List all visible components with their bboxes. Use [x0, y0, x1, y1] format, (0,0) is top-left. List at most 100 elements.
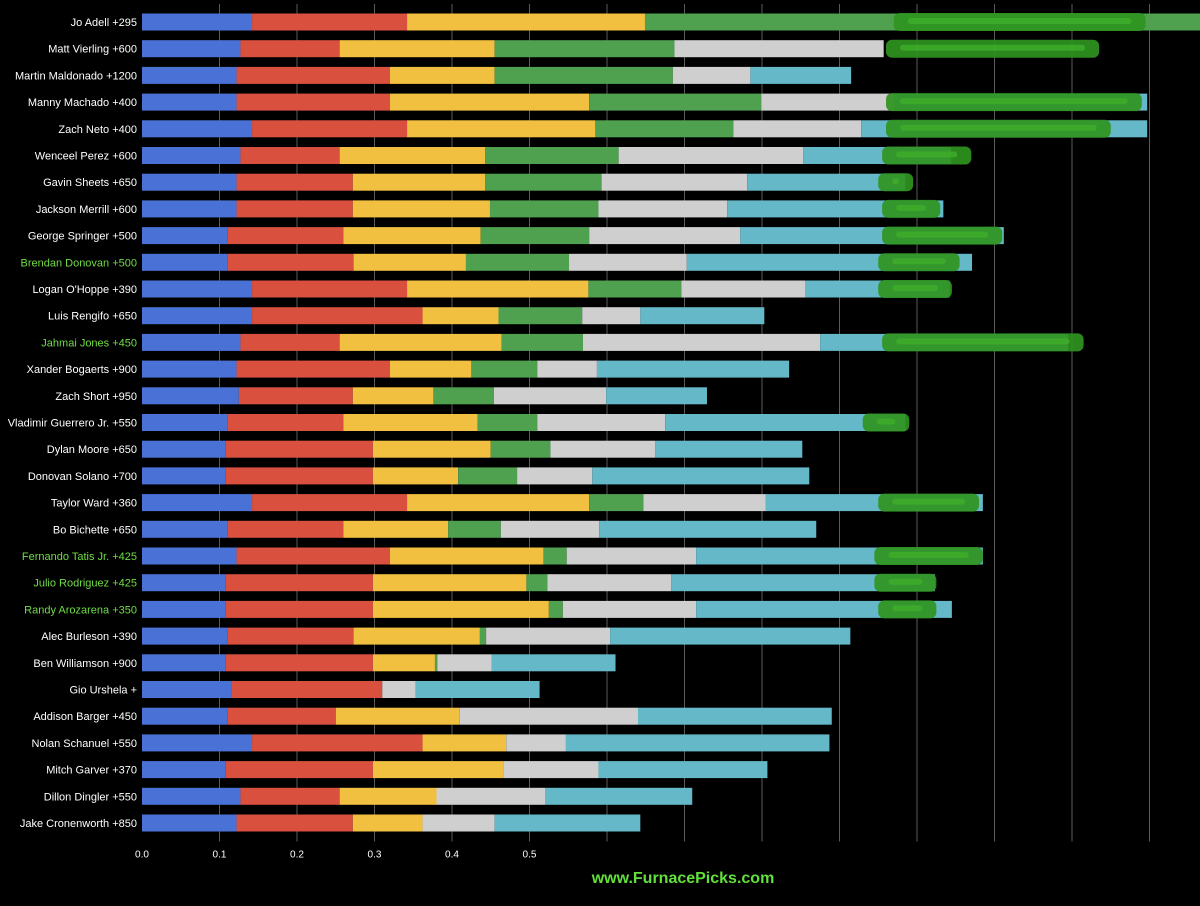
bar-segment-gray	[547, 574, 672, 592]
x-tick-label: 0.3	[368, 850, 382, 861]
bar-segment-red	[236, 360, 390, 378]
bar-segment-yellow	[352, 814, 423, 832]
bar-segment-blue	[142, 93, 237, 111]
x-tick-label: 0.4	[445, 850, 459, 861]
bar-segment-yellow	[352, 173, 486, 191]
bar-segment-blue	[142, 387, 239, 405]
bar-segment-green	[465, 253, 570, 271]
bar-segment-red	[231, 681, 383, 698]
x-tick-label: 0.1	[213, 850, 227, 861]
bar-segment-yellow	[390, 66, 495, 84]
row-label: Jackson Merrill +600	[36, 204, 137, 216]
bar-segment-red	[236, 547, 390, 565]
bar-segment-yellow	[339, 40, 495, 58]
highlight-marker-stroke	[900, 44, 1086, 51]
bar-segment-teal	[610, 627, 851, 645]
bar-segment-green	[485, 173, 602, 191]
row-label: Gio Urshela +	[69, 685, 137, 697]
bar-segment-gray	[582, 333, 821, 351]
highlight-marker-stroke	[900, 98, 1128, 105]
bar-segment-green	[448, 520, 501, 538]
bar-segment-blue	[142, 654, 226, 672]
bar-segment-teal	[592, 467, 810, 485]
bar-segment-yellow	[390, 547, 544, 565]
bar-segment-green	[543, 547, 567, 565]
bar-segment-green	[526, 574, 548, 592]
bar-segment-gray	[569, 253, 687, 271]
row-label: Zach Neto +400	[58, 124, 137, 136]
highlight-marker-stroke	[888, 578, 923, 585]
bar-segment-yellow	[422, 307, 499, 325]
bar-segment-blue	[142, 600, 226, 618]
bar-segment-red	[236, 66, 390, 84]
bar-segment-yellow	[372, 761, 504, 779]
bar-segment-gray	[537, 360, 597, 378]
bar-segment-gray	[493, 387, 607, 405]
bar-segment-teal	[565, 734, 830, 752]
row-label: Zach Short +950	[55, 391, 137, 403]
bar-segment-green	[434, 654, 438, 672]
bar-segment-yellow	[339, 333, 502, 351]
bar-segment-yellow	[422, 734, 507, 752]
bar-segment-gray	[598, 200, 728, 218]
bar-segment-gray	[761, 93, 895, 111]
bar-segment-red	[252, 120, 408, 138]
bar-segment-green	[595, 120, 734, 138]
bar-segment-yellow	[339, 147, 486, 164]
bar-segment-gray	[674, 40, 884, 58]
bar-segment-green	[477, 414, 538, 431]
bar-segment-blue	[142, 761, 226, 779]
bar-segment-gray	[459, 707, 638, 725]
bar-segment-yellow	[372, 654, 435, 672]
bar-segment-red	[236, 93, 390, 111]
bar-segment-yellow	[390, 93, 590, 111]
bar-segment-blue	[142, 200, 237, 218]
bar-segment-yellow	[343, 414, 478, 431]
bar-segment-red	[252, 280, 408, 298]
row-label: Dillon Dingler +550	[44, 791, 137, 803]
bar-segment-yellow	[335, 707, 460, 725]
bar-segment-yellow	[372, 467, 459, 485]
row-label: Brendan Donovan +500	[20, 257, 137, 269]
bar-segment-gray	[422, 814, 495, 832]
bar-segment-blue	[142, 440, 226, 458]
bar-segment-blue	[142, 173, 237, 191]
bar-segment-blue	[142, 414, 228, 431]
bar-segment-green	[589, 93, 762, 111]
bar-segment-teal	[491, 654, 616, 672]
bar-segment-green	[588, 280, 682, 298]
row-label: George Springer +500	[28, 231, 137, 243]
bar-segment-teal	[640, 307, 765, 325]
bar-segment-gray	[437, 654, 492, 672]
bar-segment-teal	[665, 414, 906, 431]
row-label: Wenceel Perez +600	[35, 151, 137, 163]
bar-segment-gray	[517, 467, 593, 485]
bar-segment-teal	[750, 66, 852, 84]
bar-segment-yellow	[352, 387, 434, 405]
bar-segment-yellow	[407, 120, 596, 138]
bar-segment-blue	[142, 333, 241, 351]
bar-segment-blue	[142, 494, 253, 512]
bar-segment-yellow	[352, 200, 490, 218]
highlight-marker-stroke	[896, 151, 958, 158]
row-label: Addison Barger +450	[33, 711, 137, 723]
bar-segment-red	[236, 200, 353, 218]
x-axis-ticks: 0.0 0.1 0.2 0.3 0.4 0.5	[135, 850, 537, 861]
bar-segment-gray	[537, 414, 666, 431]
bar-segment-blue	[142, 707, 228, 725]
bar-segment-green	[494, 66, 673, 84]
bar-segment-red	[227, 414, 344, 431]
bar-segment-yellow	[343, 520, 449, 538]
bar-segment-gray	[589, 227, 741, 245]
bar-segment-red	[238, 387, 353, 405]
bar-segment-gray	[643, 494, 766, 512]
highlight-marker-stroke	[892, 498, 965, 505]
highlight-marker-stroke	[896, 338, 1070, 345]
bar-segment-yellow	[353, 253, 466, 271]
bar-segment-green	[489, 200, 599, 218]
bar-segment-blue	[142, 787, 241, 805]
bar-segment-blue	[142, 547, 237, 565]
bar-segment-gray	[562, 600, 697, 618]
row-label: Jahmai Jones +450	[41, 337, 137, 349]
